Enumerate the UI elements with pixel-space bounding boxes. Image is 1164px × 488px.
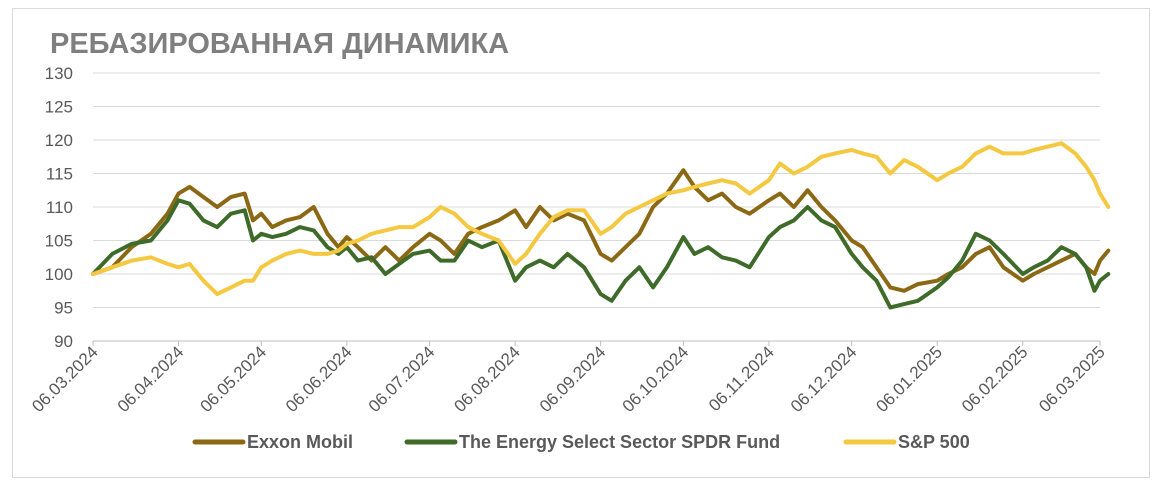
chart-frame (12, 8, 1150, 478)
x-tick-label: 06.01.2025 (872, 342, 946, 416)
legend-label: S&P 500 (898, 432, 970, 452)
series-lines (91, 141, 1111, 310)
legend: Exxon Mobil The Energy Select Sector SPDR… (192, 432, 970, 452)
series-line (91, 141, 1111, 297)
x-tick-label: 06.05.2024 (197, 342, 271, 416)
x-tick-label: 06.11.2024 (705, 342, 778, 415)
x-axis-ticks: 06.03.2024 06.04.2024 06.05.2024 06.06.2024… (28, 341, 1109, 416)
x-tick-label: 06.08.2024 (450, 342, 524, 416)
y-tick-label: 95 (54, 299, 73, 318)
series-line (91, 198, 1111, 310)
legend-label: Exxon Mobil (247, 432, 353, 452)
x-tick-label: 06.02.2025 (958, 342, 1032, 416)
y-tick-label: 120 (45, 131, 73, 150)
x-tick-label: 06.07.2024 (365, 342, 439, 416)
y-tick-label: 100 (45, 265, 73, 284)
y-tick-label: 105 (45, 232, 73, 251)
x-tick-label: 06.10.2024 (619, 342, 693, 416)
y-axis-ticks: 90 95 100 105 110 115 120 125 130 (45, 64, 73, 351)
y-tick-label: 115 (46, 165, 73, 184)
x-tick-label: 06.09.2024 (536, 342, 610, 416)
x-tick-label: 06.04.2024 (114, 342, 188, 416)
y-tick-label: 90 (54, 332, 73, 351)
x-tick-label: 06.03.2025 (1035, 342, 1109, 416)
chart-title: РЕБАЗИРОВАННАЯ ДИНАМИКА (50, 28, 509, 60)
y-tick-label: 125 (45, 98, 73, 117)
x-tick-label: 06.03.2024 (28, 342, 102, 416)
x-tick-label: 06.12.2024 (787, 342, 861, 416)
y-tick-label: 130 (45, 64, 73, 83)
legend-label: The Energy Select Sector SPDR Fund (459, 432, 780, 452)
y-tick-label: 110 (46, 198, 73, 217)
x-tick-label: 06.06.2024 (282, 342, 356, 416)
gridlines (93, 72, 1100, 342)
